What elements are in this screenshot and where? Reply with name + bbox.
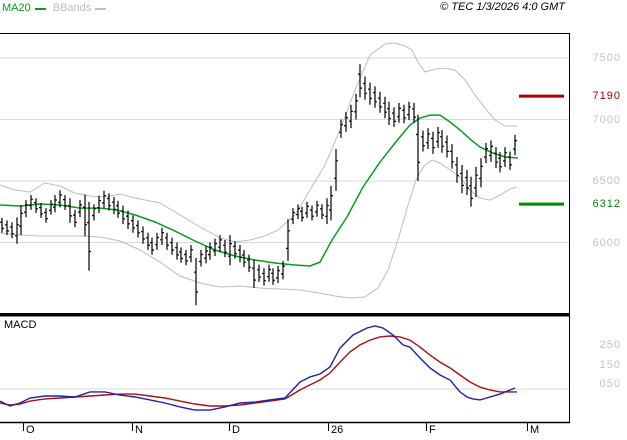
axis-label: 250 [599, 339, 621, 351]
legend: MA20 BBands [2, 2, 113, 14]
bollinger-bands [0, 42, 518, 299]
legend-item-ma20[interactable]: MA20 [2, 2, 53, 14]
axis-label: D [232, 424, 240, 436]
legend-item-bbands[interactable]: BBands [53, 2, 114, 14]
axis-label: 7500 [592, 52, 621, 64]
axis-label: 6000 [592, 236, 621, 249]
axis-label: M [530, 424, 540, 436]
axis-label: 7190 [592, 90, 621, 103]
macd-line [0, 325, 516, 411]
copyright-timestamp: © TEC 1/3/2026 4:0 GMT [440, 1, 565, 13]
legend-bbands-label: BBands [52, 2, 92, 14]
axis-label: 6500 [592, 175, 621, 187]
legend-ma20-label: MA20 [2, 2, 31, 14]
candlesticks [0, 64, 517, 306]
level-lines [519, 94, 564, 206]
bbands-line-swatch [95, 7, 107, 10]
axis-label: N [135, 424, 143, 436]
price-gridlines [0, 57, 569, 243]
axis-label: F [429, 424, 436, 436]
axis-label: 26 [331, 424, 344, 436]
panel-borders [0, 33, 570, 424]
axis-label: 6312 [592, 198, 621, 211]
macd-signal-line [0, 335, 517, 407]
axis-label: 7000 [592, 113, 621, 126]
axis-label: 050 [599, 378, 621, 390]
axis-label: 150 [599, 358, 621, 371]
ma20-line [0, 114, 519, 267]
macd-panel-title: MACD [4, 319, 37, 331]
axis-label: O [26, 424, 35, 436]
ma20-line-swatch [34, 7, 46, 10]
x-axis-ticks [23, 422, 528, 431]
